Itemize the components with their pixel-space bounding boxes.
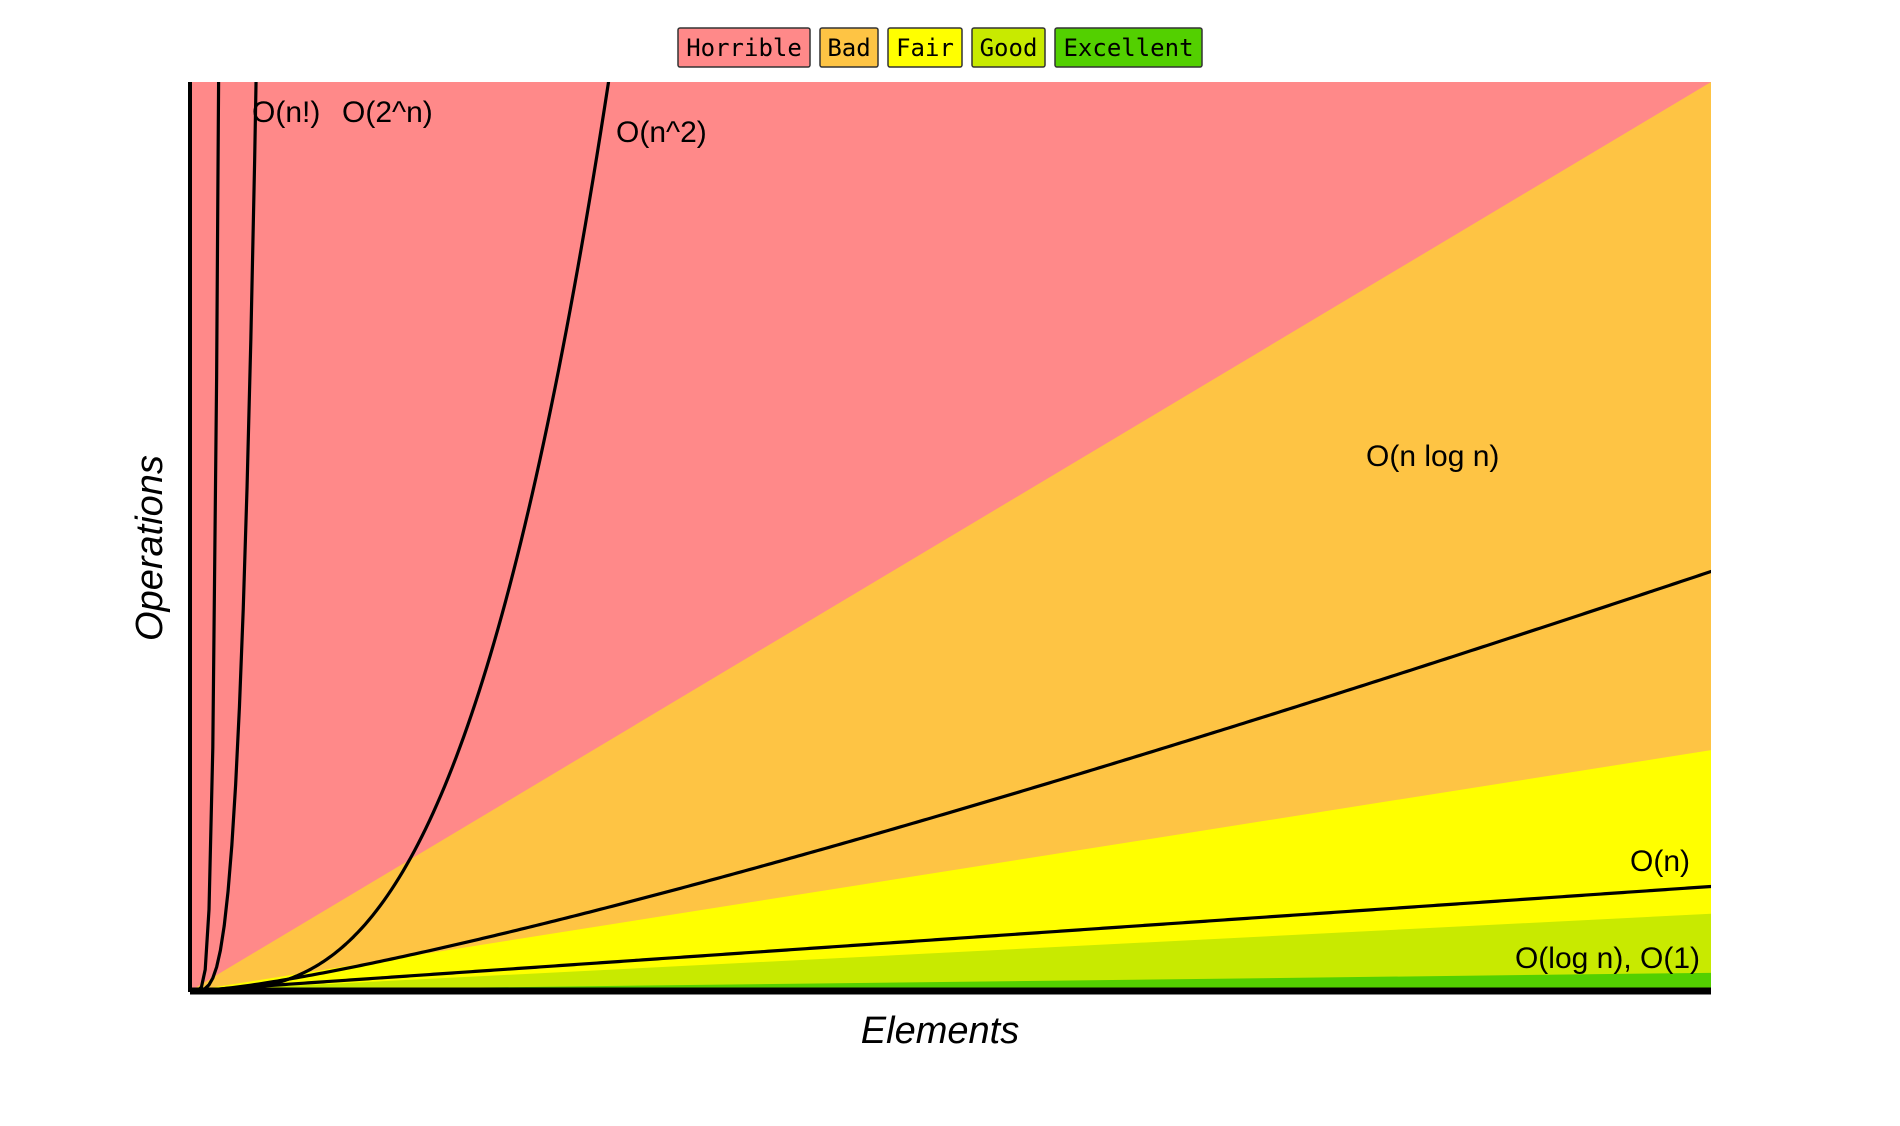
curve-o-n <box>190 884 1711 992</box>
region-good <box>190 913 1711 991</box>
curve-label-o-n: O(n) <box>1630 845 1690 878</box>
x-axis-title: Elements <box>861 1010 1019 1052</box>
legend-label-bad: Bad <box>827 34 870 62</box>
legend-swatch-bad <box>819 27 879 68</box>
curve-label-o-2-n: O(2^n) <box>342 96 433 129</box>
legend-swatch-horrible <box>677 27 811 68</box>
region-bad <box>190 82 1711 991</box>
legend-swatch-excellent <box>1054 27 1203 68</box>
plot-area <box>190 82 1711 992</box>
legend-label-good: Good <box>980 34 1038 62</box>
region-excellent <box>190 972 1711 991</box>
legend-label-excellent: Excellent <box>1063 34 1193 62</box>
legend-swatch-good <box>971 27 1046 68</box>
curve-o-n-log-n <box>190 569 1711 992</box>
complexity-regions <box>190 82 1711 991</box>
legend-label-fair: Fair <box>896 34 954 62</box>
y-axis-title: Operations <box>129 455 171 641</box>
legend-label-horrible: Horrible <box>686 34 802 62</box>
curve-labels: O(n!) O(2^n) O(n^2) O(n log n) O(n) O(log n),… <box>252 96 1700 975</box>
curve-label-o-n-log-n: O(n log n) <box>1366 440 1499 473</box>
curve-label-o-n-2: O(n^2) <box>616 116 707 149</box>
legend: Horrible Bad Fair Good Excellent <box>677 27 1203 68</box>
curve-label-o-n: O(n!) <box>252 96 320 129</box>
legend-swatch-fair <box>887 27 963 68</box>
region-fair <box>190 750 1711 991</box>
curve-label-o-log-n-o-1: O(log n), O(1) <box>1515 942 1700 975</box>
